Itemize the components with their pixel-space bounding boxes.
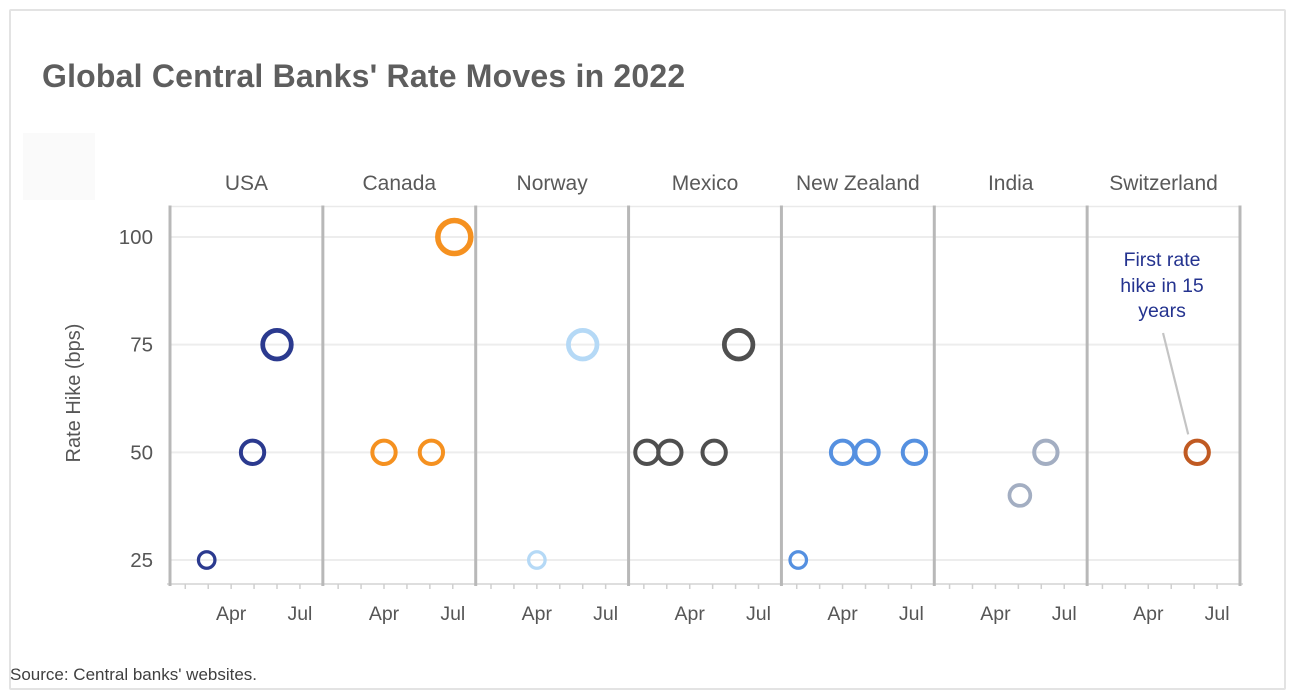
data-point-new-zealand-feb-25bps[interactable]	[788, 550, 809, 570]
x-tick-label-switzerland-apr: Apr	[1133, 603, 1164, 625]
annotation-text-line-3: years	[1138, 300, 1186, 322]
x-tick-label-mexico-jul: Jul	[746, 603, 771, 625]
y-tick-label-50: 50	[130, 441, 153, 464]
data-point-canada-jul-100bps[interactable]	[435, 217, 474, 257]
data-point-new-zealand-jul-50bps[interactable]	[900, 438, 929, 467]
data-point-usa-may-50bps[interactable]	[238, 438, 267, 467]
facet-header-new-zealand: New Zealand	[796, 172, 920, 195]
x-tick-label-usa-apr: Apr	[216, 603, 247, 625]
data-point-usa-jun-75bps[interactable]	[260, 328, 294, 362]
x-tick-label-usa-jul: Jul	[287, 603, 312, 625]
x-tick-label-norway-apr: Apr	[522, 603, 553, 625]
x-tick-label-switzerland-jul: Jul	[1205, 603, 1230, 625]
x-tick-label-norway-jul: Jul	[593, 603, 618, 625]
y-axis-title: Rate Hike (bps)	[63, 324, 85, 463]
data-point-canada-apr-50bps[interactable]	[370, 438, 398, 467]
facet-header-norway: Norway	[517, 172, 589, 195]
annotation-text-line-2: hike in 15	[1120, 275, 1204, 297]
facet-header-mexico: Mexico	[672, 172, 739, 195]
facet-header-canada: Canada	[363, 172, 437, 195]
x-tick-label-canada-apr: Apr	[369, 603, 400, 625]
data-point-india-jun-50bps[interactable]	[1032, 438, 1060, 467]
x-tick-label-india-jul: Jul	[1052, 603, 1077, 625]
data-point-mexico-may-50bps[interactable]	[700, 438, 728, 467]
facet-header-usa: USA	[225, 172, 268, 195]
data-point-new-zealand-may-50bps[interactable]	[853, 438, 881, 467]
data-point-mexico-mar-50bps[interactable]	[656, 438, 684, 467]
x-tick-label-new-zealand-jul: Jul	[899, 603, 924, 625]
source-note: Source: Central banks' websites.	[10, 665, 258, 684]
data-point-norway-jun-75bps[interactable]	[566, 328, 600, 362]
y-tick-label-75: 75	[130, 334, 153, 357]
data-point-switzerland-jun-50bps[interactable]	[1183, 438, 1211, 467]
data-point-canada-jun-50bps[interactable]	[417, 438, 446, 467]
facet-header-switzerland: Switzerland	[1109, 172, 1218, 195]
data-point-norway-mar-25bps[interactable]	[526, 550, 547, 570]
data-point-india-may-40bps[interactable]	[1007, 483, 1033, 508]
data-point-mexico-jun-75bps[interactable]	[721, 328, 756, 362]
faded-box	[23, 133, 95, 200]
facet-header-india: India	[988, 172, 1034, 195]
y-tick-label-25: 25	[130, 549, 153, 572]
y-tick-label-100: 100	[119, 226, 153, 249]
x-tick-label-mexico-apr: Apr	[675, 603, 706, 625]
annotation-text-line-1: First rate	[1124, 249, 1201, 271]
data-point-usa-mar-25bps[interactable]	[196, 550, 217, 570]
chart-title: Global Central Banks' Rate Moves in 2022	[42, 58, 686, 94]
x-tick-label-canada-jul: Jul	[440, 603, 465, 625]
annotation-leader-line	[1161, 332, 1190, 435]
x-tick-label-new-zealand-apr: Apr	[827, 603, 858, 625]
x-tick-label-india-apr: Apr	[980, 603, 1011, 625]
